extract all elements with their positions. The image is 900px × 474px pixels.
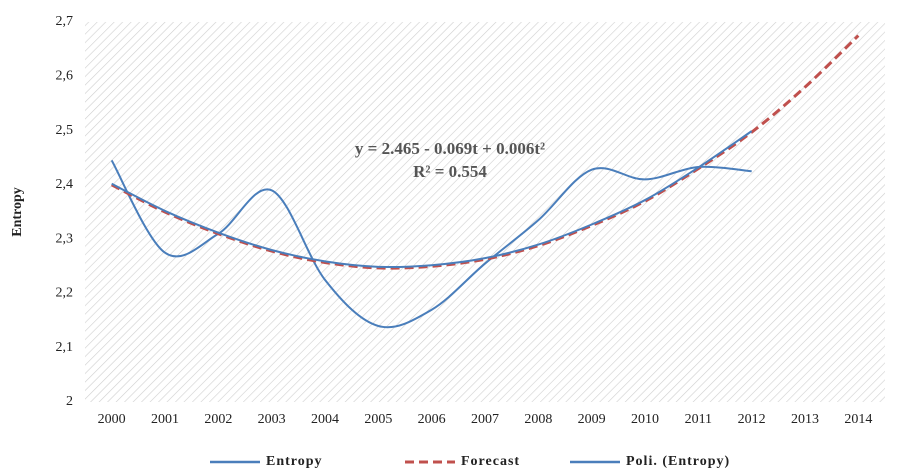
- x-tick-label: 2001: [151, 412, 179, 427]
- y-tick-label: 2,7: [56, 14, 74, 29]
- series-line: [111, 130, 753, 269]
- y-axis-label: Entropy: [10, 187, 25, 237]
- legend-label: Forecast: [461, 454, 520, 469]
- x-tick-label: 2000: [98, 412, 126, 427]
- legend-label: Poli. (Entropy): [626, 454, 730, 469]
- x-tick-label: 2011: [685, 412, 712, 427]
- y-tick-label: 2,5: [56, 123, 74, 138]
- x-tick-label: 2013: [791, 412, 819, 427]
- y-tick-label: 2,4: [56, 177, 74, 192]
- plot-area: [85, 22, 885, 402]
- annotation: y = 2.465 - 0.069t + 0.006t²: [355, 139, 545, 158]
- y-tick-label: 2,1: [56, 340, 74, 355]
- x-tick-label: 2002: [204, 412, 232, 427]
- y-tick-label: 2,3: [56, 231, 74, 246]
- y-tick-label: 2,2: [56, 286, 74, 301]
- x-tick-label: 2010: [631, 412, 659, 427]
- series-line: [110, 159, 752, 329]
- y-tick-label: 2,6: [56, 69, 74, 84]
- x-tick-label: 2007: [471, 412, 499, 427]
- y-tick-label: 2: [66, 394, 73, 409]
- annotation: R² = 0.554: [413, 162, 487, 181]
- x-tick-label: 2008: [524, 412, 552, 427]
- legend-label: Entropy: [266, 454, 323, 469]
- x-tick-label: 2006: [418, 412, 446, 427]
- x-tick-label: 2014: [844, 412, 872, 427]
- x-tick-label: 2005: [364, 412, 392, 427]
- x-tick-label: 2003: [258, 412, 286, 427]
- series-line: [110, 34, 860, 270]
- x-tick-label: 2009: [578, 412, 606, 427]
- x-tick-label: 2012: [738, 412, 766, 427]
- x-tick-label: 2004: [311, 412, 339, 427]
